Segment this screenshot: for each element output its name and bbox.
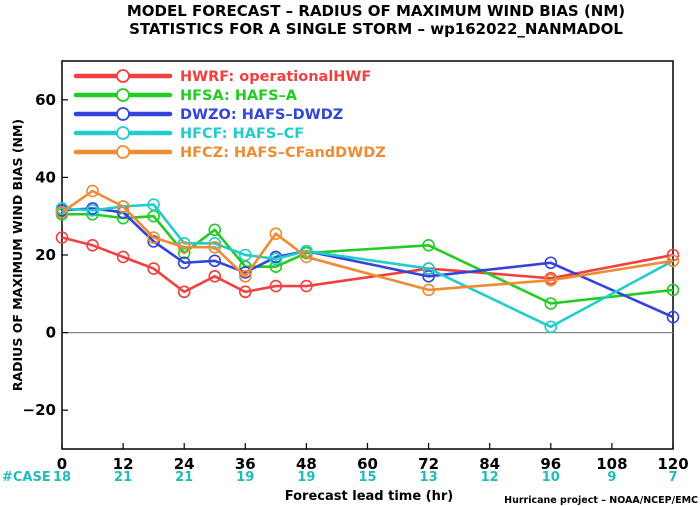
data-point-hwrf [86,239,99,252]
data-point-dwzo [208,254,222,268]
x-tick-label: 108 [596,455,627,473]
y-tick-label: 60 [35,91,56,109]
legend-label-hwrf: HWRF: operationalHWF [180,69,371,85]
data-point-hfcz [544,273,558,287]
data-point-hfcz [422,283,435,297]
plot-area [61,60,674,450]
x-tick-label: 0 [57,455,67,473]
legend-marker-hfsa [116,88,130,102]
case-count: 21 [114,470,132,485]
y-tick-label: 20 [35,246,56,264]
data-point-hwrf [116,250,130,264]
case-counts: 18 21 21 19 19 15 13 12 10 9 7 [53,470,678,485]
data-point-hwrf [147,262,160,275]
data-point-hfcf [239,248,252,262]
credit-text: Hurricane project – NOAA/NCEP/EMC [504,495,698,506]
cases-label: #CASE [2,470,51,485]
y-ticks: −20 0 20 40 60 [23,91,68,419]
data-point-hfcz [269,227,283,240]
data-point-hwrf [239,285,252,299]
legend-label-dwzo: DWZO: HAFS–DWDZ [180,107,343,123]
data-point-hfsa [208,223,222,237]
legend: HWRF: operationalHWF HFSA: HAFS–A DWZO: HA… [73,69,386,161]
case-count: 15 [358,470,376,485]
x-tick-label: 84 [479,455,500,473]
data-point-hfsa [269,260,283,273]
data-point-hfcf [177,237,191,250]
chart-title: MODEL FORECAST – RADIUS OF MAXIMUM WIND … [127,2,625,20]
x-tick-label: 60 [357,455,378,473]
data-point-hfcz [666,254,680,268]
case-count: 10 [542,470,560,485]
data-point-hfcf [269,252,283,266]
data-point-hfcf [544,320,558,334]
data-point-hwrf [208,270,222,283]
case-count: 21 [175,470,193,485]
data-point-dwzo [177,256,191,270]
data-point-hwrf [300,279,313,293]
legend-marker-hfcz [116,145,130,159]
case-count: 7 [668,470,677,485]
data-point-hfcz [208,240,222,254]
data-point-hfcz [300,250,313,264]
data-point-hfcz [116,200,130,213]
x-tick-label: 96 [540,455,561,473]
series-lines [55,184,680,334]
case-count: 18 [53,470,71,485]
data-point-hwrf [666,248,680,262]
data-point-dwzo [666,310,680,324]
data-point-hwrf [177,285,191,299]
y-axis-label: RADIUS OF MAXIMUM WIND BIAS (NM) [10,119,25,391]
legend-label-hfcf: HFCF: HAFS–CF [180,126,304,142]
x-tick-label: 120 [657,455,688,473]
data-point-hfcz [177,240,191,254]
case-count: 13 [420,470,438,485]
data-point-hfsa [422,239,435,252]
x-ticks: 0 12 24 36 48 60 72 84 96 108 120 [57,443,689,473]
legend-marker-hfcf [116,126,130,140]
x-tick-label: 12 [113,455,134,473]
legend-marker-hwrf [116,69,130,83]
data-point-hfcf [147,198,160,211]
y-tick-label: −20 [23,401,56,419]
x-axis-label: Forecast lead time (hr) [285,489,453,504]
x-tick-label: 48 [296,455,317,473]
case-count: 9 [607,470,616,485]
data-point-hfcz [55,206,69,219]
data-point-hwrf [269,279,283,293]
data-point-hfcf [422,262,435,275]
x-tick-label: 24 [174,455,195,473]
series-line-hfcf [61,203,674,329]
case-count: 19 [236,470,254,485]
data-point-hfcz [86,184,99,198]
data-point-hfsa [666,283,680,297]
legend-marker-dwzo [116,107,130,121]
x-tick-label: 36 [235,455,256,473]
data-point-dwzo [544,256,558,270]
data-point-hwrf [55,231,69,244]
data-point-hfcz [239,270,252,283]
legend-label-hfsa: HFSA: HAFS–A [180,88,298,104]
legend-label-hfcz: HFCZ: HAFS–CFandDWDZ [180,145,386,161]
y-tick-label: 0 [46,324,56,342]
data-point-hfcf [86,204,99,217]
x-tick-label: 72 [418,455,439,473]
data-point-hfsa [544,297,558,310]
y-tick-label: 40 [35,168,56,186]
data-point-dwzo [422,270,435,283]
case-count: 19 [297,470,315,485]
case-count: 12 [481,470,499,485]
chart-subtitle: STATISTICS FOR A SINGLE STORM – wp162022… [129,20,623,38]
data-point-hfcz [147,231,160,244]
